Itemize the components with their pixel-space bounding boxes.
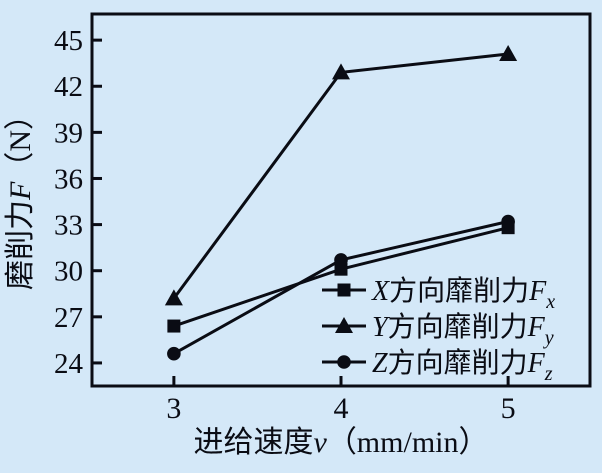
y-tick-label: 39: [54, 117, 83, 149]
legend-var2: F: [527, 312, 546, 343]
series-Fz: [167, 214, 515, 361]
legend-label-Fz: Z方向靡削力Fz: [372, 347, 553, 385]
legend-marker-triangle: [335, 317, 353, 333]
y-axis-title-unit: （N）: [4, 100, 37, 182]
x-axis-title-unit: （mm/min）: [327, 426, 489, 459]
legend-cjk: 方向靡削力: [388, 311, 528, 343]
x-tick-label: 4: [334, 392, 349, 425]
y-tick-label: 42: [54, 71, 83, 103]
legend-subscript: x: [545, 291, 555, 313]
y-tick-label: 36: [54, 163, 83, 195]
x-axis-title-var: v: [313, 426, 327, 459]
y-tick-label: 30: [54, 256, 83, 288]
data-point-Fy-5: [499, 44, 518, 61]
legend-cjk: 方向靡削力: [389, 275, 529, 307]
series-Fy: [164, 44, 518, 306]
legend-var1: Z: [372, 348, 388, 379]
legend-item-Fx: X方向靡削力Fx: [322, 275, 555, 313]
legend-cjk: 方向靡削力: [388, 347, 528, 379]
y-tick-label: 27: [54, 302, 83, 334]
legend-var2: F: [528, 276, 547, 307]
x-axis-title-cjk: 进给速度: [193, 426, 313, 459]
legend-label-Fx: X方向靡削力Fx: [371, 275, 555, 313]
legend-item-Fy: Y方向靡削力Fy: [322, 311, 554, 349]
x-tick-label: 3: [166, 392, 181, 425]
y-axis-title-cjk: 磨削力: [4, 200, 37, 290]
y-axis-title-var: F: [4, 181, 37, 201]
data-point-Fx-4: [334, 262, 348, 276]
y-axis-title: 磨削力F（N）: [4, 100, 37, 290]
legend-var1: X: [371, 276, 390, 307]
data-point-Fz-4: [334, 253, 348, 267]
legend-subscript: y: [543, 327, 554, 349]
legend-var1: Y: [372, 312, 391, 343]
data-point-Fy-4: [332, 63, 350, 80]
y-tick-label: 24: [54, 348, 84, 380]
x-axis-title: 进给速度v（mm/min）: [193, 426, 488, 459]
y-tick-label: 45: [54, 25, 83, 57]
legend-var2: F: [527, 348, 546, 379]
data-point-Fz-5: [501, 214, 515, 229]
legend-marker-circle: [337, 355, 351, 369]
legend-marker-square: [337, 283, 351, 297]
legend-label-Fy: Y方向靡削力Fy: [372, 311, 554, 349]
legend-item-Fz: Z方向靡削力Fz: [322, 347, 553, 385]
data-point-Fy-3: [164, 289, 183, 306]
legend-subscript: z: [544, 363, 553, 385]
data-point-Fz-3: [167, 346, 181, 361]
data-point-Fx-3: [167, 319, 181, 333]
y-tick-label: 33: [54, 210, 83, 242]
x-tick-label: 5: [501, 392, 516, 425]
